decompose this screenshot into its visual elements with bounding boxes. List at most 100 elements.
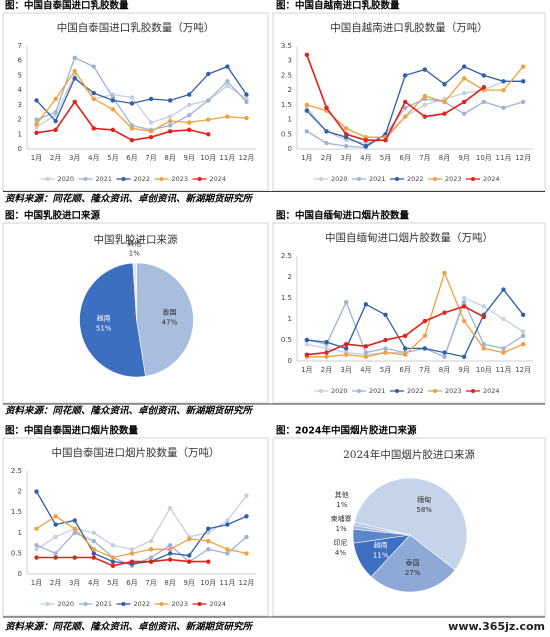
x-tick-label: 12月 [238, 579, 254, 587]
series-line [306, 65, 524, 147]
data-point [167, 551, 173, 556]
legend-marker [433, 177, 437, 181]
data-point [520, 329, 526, 334]
legend-marker [357, 389, 361, 393]
data-point [34, 98, 39, 103]
data-point [206, 559, 211, 564]
x-tick-label: 6月 [399, 366, 410, 374]
y-tick-label: 7 [18, 42, 22, 50]
data-point [481, 342, 487, 347]
legend-marker [45, 177, 50, 181]
data-point [187, 536, 192, 542]
data-point [72, 518, 77, 523]
data-point [187, 102, 192, 108]
slice-value: 1% [336, 525, 347, 533]
x-tick-label: 4月 [360, 154, 371, 162]
legend-marker [45, 602, 50, 606]
series-line [35, 491, 247, 565]
data-point [91, 551, 96, 556]
y-tick-label: 0 [288, 357, 292, 365]
legend-marker [357, 177, 361, 181]
x-tick-label: 10月 [476, 366, 492, 374]
x-tick-label: 8月 [164, 154, 175, 162]
legend-marker [121, 177, 126, 181]
data-point [520, 99, 526, 105]
data-point [244, 534, 249, 540]
legend-marker [319, 389, 323, 393]
data-point [148, 129, 154, 134]
data-point [129, 101, 135, 106]
y-tick-label: 0 [18, 145, 22, 153]
data-point [461, 300, 467, 305]
data-point [110, 542, 116, 548]
pie-slice [370, 534, 456, 593]
x-tick-label: 5月 [107, 579, 118, 587]
data-point [167, 123, 173, 128]
legend-marker [471, 177, 475, 181]
slice-name: 其他 [127, 238, 141, 247]
data-point [520, 312, 526, 317]
legend-marker [319, 177, 323, 181]
data-point [53, 534, 58, 540]
slice-name: 越南 [374, 540, 388, 549]
data-point [244, 99, 249, 105]
y-tick-label: 0.5 [281, 336, 292, 344]
figure-header: 图：中国自泰国进口烟片胶数量 [5, 425, 139, 437]
x-tick-label: 8月 [439, 366, 450, 374]
figure-header: 图：中国自缅甸进口烟片胶数量 [276, 210, 410, 222]
data-point [324, 129, 329, 134]
data-point [225, 518, 230, 523]
source-note: 资料来源：同花顺、隆众资讯、卓创资讯、新湖期货研究所 [5, 405, 255, 417]
y-tick-label: 4 [18, 86, 23, 94]
data-point [383, 312, 388, 317]
data-point [324, 350, 329, 355]
source-note: 资料来源：同花顺、隆众资讯、卓创资讯、新湖期货研究所 [5, 621, 255, 633]
data-point [402, 105, 408, 111]
panel-frame [272, 437, 546, 617]
data-point [304, 129, 310, 134]
series-line [306, 98, 524, 149]
data-point [225, 64, 230, 69]
y-tick-label: 1 [18, 529, 22, 537]
data-point [53, 96, 58, 102]
data-point [343, 300, 349, 305]
x-tick-label: 3月 [340, 154, 351, 162]
x-tick-label: 8月 [439, 154, 450, 162]
data-point [91, 547, 96, 552]
data-point [187, 559, 192, 564]
data-point [422, 67, 428, 72]
data-point [167, 114, 173, 119]
data-point [363, 137, 369, 143]
data-point [225, 522, 230, 527]
data-point [461, 295, 467, 301]
legend-label: 2020 [58, 600, 75, 608]
legend-marker [197, 177, 202, 181]
data-point [110, 98, 116, 103]
data-point [343, 143, 349, 149]
legend-marker [395, 177, 399, 181]
data-point [53, 118, 58, 124]
series-line [306, 288, 524, 358]
data-point [422, 318, 428, 324]
y-tick-label: 0.5 [11, 549, 22, 557]
data-point [167, 118, 173, 124]
data-point [148, 547, 154, 552]
y-tick-label: 2.5 [281, 252, 292, 260]
data-point [461, 99, 467, 105]
data-point [520, 79, 526, 84]
y-tick-label: 3 [18, 101, 22, 109]
figure-header: 图：中国自泰国进口乳胶数量 [5, 0, 129, 12]
chart-title: 2024年中国烟片胶进口来源 [343, 448, 475, 461]
series-line [36, 56, 247, 131]
data-point [343, 346, 349, 351]
data-point [343, 342, 349, 347]
data-point [129, 551, 135, 556]
data-point [187, 553, 192, 558]
x-tick-label: 10月 [476, 154, 492, 162]
data-point [167, 505, 173, 511]
data-point [129, 559, 135, 564]
data-point [501, 287, 506, 292]
y-tick-label: 1.5 [281, 294, 292, 302]
data-point [304, 352, 310, 357]
slice-value: 47% [162, 318, 178, 326]
